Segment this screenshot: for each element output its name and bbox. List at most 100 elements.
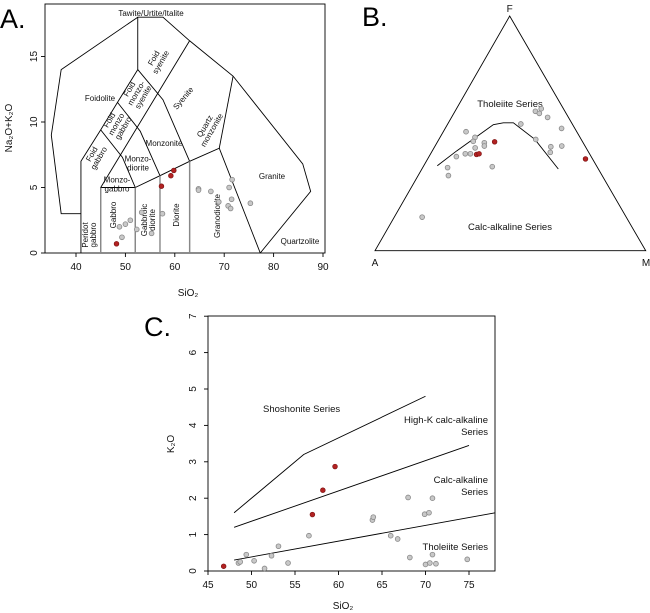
gray-sample-point — [558, 125, 565, 132]
red-sample-point — [113, 241, 120, 247]
gray-sample-point — [268, 552, 275, 559]
gray-sample-point — [133, 226, 140, 233]
tas-region-label-line: Monzonite — [146, 139, 183, 148]
panel-b-triangle — [374, 15, 647, 252]
gray-sample-point — [387, 532, 394, 539]
tas-region-label: Peridotgabbro — [81, 222, 98, 248]
y-tick-label: 5 — [188, 386, 199, 392]
gray-sample-point — [275, 543, 282, 550]
series-region-label-line: Tholeiite Series — [423, 542, 489, 553]
y-tick-label: 1 — [188, 531, 199, 537]
tas-region-label-line: gabbro — [105, 185, 130, 194]
tas-boundary-line — [100, 129, 136, 188]
panel-c-x-axis-label: SiO₂ — [333, 601, 354, 612]
tas-region-label: Foidgabbro — [82, 141, 109, 172]
y-tick-label: 0 — [188, 568, 199, 574]
gray-sample-point — [532, 136, 539, 143]
tas-region-label: Granodiorite — [213, 193, 222, 238]
x-tick-label: 60 — [169, 262, 181, 273]
gray-sample-point — [444, 164, 451, 171]
tas-region-label-line: Gabbroic — [140, 204, 149, 236]
gray-sample-point — [195, 187, 202, 193]
gray-sample-point — [547, 149, 554, 156]
panel-c-y-axis-label: K₂O — [166, 435, 177, 454]
x-tick-label: 70 — [420, 580, 432, 591]
panel-a-x-axis-label: SiO₂ — [178, 288, 199, 299]
tas-region-label: Gabbroicdiorite — [140, 204, 157, 236]
gray-sample-point — [247, 200, 254, 207]
panel-a-letter: A. — [0, 4, 26, 34]
tas-region-label-line: Granite — [259, 172, 286, 181]
tas-region-label-line: Gabbro — [109, 201, 118, 228]
tas-region-label-line: Monzo- — [104, 176, 131, 185]
calc-alkaline-series-label: Calc-alkaline Series — [468, 222, 552, 233]
red-sample-point — [582, 156, 589, 162]
tas-boundary-line — [218, 76, 234, 149]
y-tick-label: 5 — [29, 184, 40, 190]
gray-sample-point — [119, 234, 125, 241]
gray-sample-point — [407, 554, 413, 561]
series-boundary-line — [233, 395, 426, 514]
gray-sample-point — [261, 565, 268, 572]
gray-sample-point — [467, 150, 474, 157]
panel-b-letter: B. — [362, 2, 388, 32]
y-tick-label: 2 — [188, 495, 199, 501]
panel-a-tas-diagram: A. 40 50 60 70 80 90 0 5 10 15 Tawite/Urtite/Itali… — [0, 3, 329, 299]
gray-sample-point — [419, 214, 425, 220]
panel-b-afm-diagram: B. F A M Tholeiite Series Calc-alkaline … — [362, 2, 650, 269]
gray-sample-point — [148, 230, 155, 237]
series-region-label-line: Calc-alkaline — [434, 475, 488, 486]
gray-sample-point — [127, 217, 134, 224]
gray-sample-point — [518, 121, 524, 127]
red-sample-point — [320, 487, 326, 493]
gray-sample-point — [470, 138, 477, 145]
tas-region-label: Gabbro — [109, 201, 118, 228]
tas-region-label-line: Granodiorite — [213, 193, 222, 238]
red-sample-point — [309, 511, 316, 518]
panel-c-plot-frame — [207, 315, 496, 572]
panel-c-letter: C. — [144, 312, 171, 342]
red-sample-point — [171, 167, 177, 174]
series-region-label: Tholeiite Series — [423, 542, 489, 553]
gray-sample-point — [227, 205, 234, 212]
tas-region-label: Foidmonzogabbro — [99, 107, 133, 142]
vertex-f-label: F — [507, 4, 513, 15]
gray-sample-point — [548, 143, 554, 150]
x-tick-label: 90 — [317, 262, 329, 273]
series-region-label: Calc-alkaline Series — [434, 475, 489, 498]
tas-boundary-line — [50, 16, 139, 215]
series-region-label: High-K calc-alkaline Series — [404, 415, 488, 438]
gray-sample-point — [229, 176, 235, 183]
gray-sample-point — [251, 558, 257, 564]
tas-region-label-line: Peridot — [81, 222, 90, 248]
gray-sample-point — [243, 551, 250, 558]
tas-region-label: Tawite/Urtite/Italite — [118, 9, 184, 18]
gray-sample-point — [226, 184, 232, 191]
series-region-label-line: Shoshonite Series — [263, 404, 340, 415]
gray-sample-point — [122, 221, 129, 227]
gray-sample-point — [427, 560, 433, 566]
gray-sample-point — [558, 143, 565, 149]
gray-sample-point — [228, 196, 235, 203]
vertex-a-label: A — [372, 258, 379, 269]
vertex-m-label: M — [642, 258, 650, 269]
gray-sample-point — [215, 199, 222, 205]
gray-sample-point — [405, 494, 411, 501]
gray-sample-point — [159, 210, 166, 217]
tas-region-label: Diorite — [172, 203, 181, 227]
gray-sample-point — [429, 551, 436, 558]
x-tick-label: 60 — [333, 580, 345, 591]
series-boundary-line — [234, 512, 496, 561]
y-tick-label: 15 — [29, 51, 40, 63]
gray-sample-point — [536, 110, 543, 117]
tholeiite-calc-alkaline-boundary — [437, 122, 559, 170]
gray-sample-point — [538, 105, 545, 112]
tas-region-label: Granite — [259, 172, 286, 181]
tas-region-label-line: Quartzolite — [281, 237, 320, 246]
y-tick-label: 3 — [188, 459, 199, 465]
tas-region-label: Monzo-diorite — [125, 155, 152, 173]
series-region-label-line: Series — [461, 427, 488, 438]
x-tick-label: 40 — [70, 262, 82, 273]
